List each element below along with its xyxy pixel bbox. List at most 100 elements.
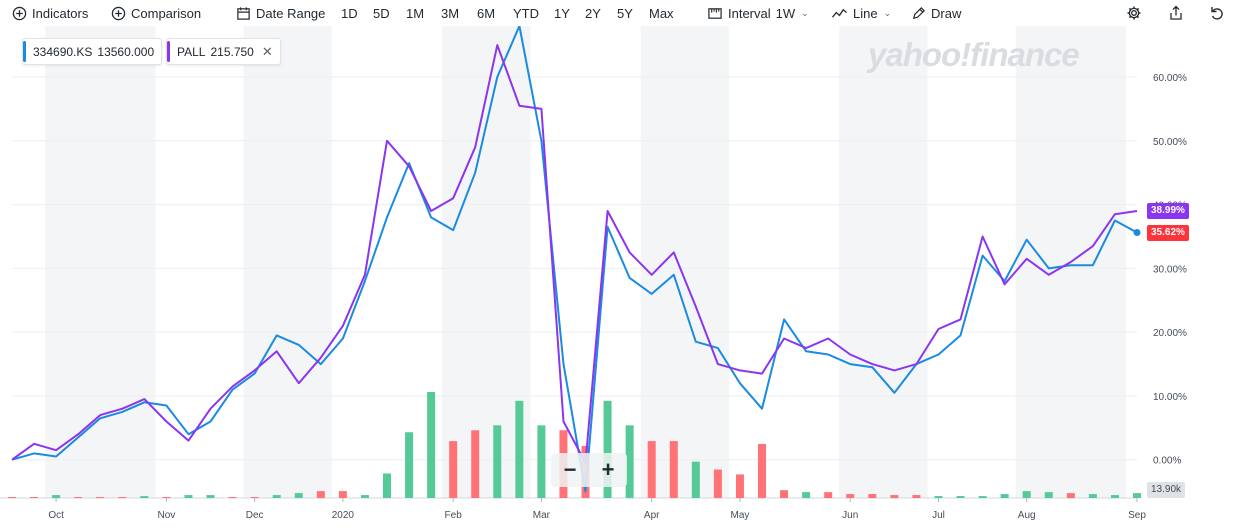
range-6m[interactable]: 6M <box>477 5 496 21</box>
calendar-icon <box>237 6 250 20</box>
legend-item-stock[interactable]: 334690.KS 13560.000 <box>22 38 163 65</box>
range-3m[interactable]: 3M <box>441 5 460 21</box>
volume-bar <box>890 495 899 498</box>
volume-bar <box>824 492 833 498</box>
volume-bar <box>383 473 391 498</box>
pencil-icon <box>912 6 925 19</box>
reset-button[interactable] <box>1209 4 1225 22</box>
volume-bar <box>338 491 347 498</box>
volume-bar <box>956 496 965 498</box>
y-tick-label: 60.00% <box>1153 73 1187 84</box>
y-tick-label: 0.00% <box>1153 456 1181 467</box>
volume-bar <box>360 495 369 498</box>
undo-icon <box>1211 7 1223 20</box>
zoom-in-button[interactable]: + <box>601 457 615 482</box>
interval-dropdown[interactable]: Interval 1W ⌄ <box>707 4 809 22</box>
zoom-controls: − + <box>551 453 627 487</box>
comparison-button[interactable]: Comparison <box>111 4 201 22</box>
volume-bar <box>846 494 855 498</box>
y-tick-label: 10.00% <box>1153 392 1187 403</box>
volume-bar <box>669 441 678 498</box>
x-tick-label: 2020 <box>332 510 355 521</box>
volume-bar <box>868 494 877 498</box>
range-ytd[interactable]: YTD <box>513 5 539 21</box>
month-band <box>243 26 332 498</box>
volume-bar <box>1088 494 1097 498</box>
volume-bar <box>912 495 921 498</box>
volume-bar <box>1022 491 1031 498</box>
x-tick-label: Feb <box>445 510 463 521</box>
x-tick-label: Sep <box>1128 510 1146 521</box>
volume-bar <box>250 497 259 498</box>
volume-bar <box>118 497 127 498</box>
volume-bar <box>758 444 766 498</box>
volume-bar <box>427 391 436 498</box>
range-1d[interactable]: 1D <box>341 5 358 21</box>
chart-area[interactable]: 0.00%10.00%20.00%30.00%40.00%50.00%60.00… <box>0 26 1237 528</box>
legend-value: 13560.000 <box>97 44 155 59</box>
x-tick-label: Apr <box>644 510 660 521</box>
range-5d[interactable]: 5D <box>373 5 390 21</box>
x-tick-label: Jul <box>932 510 945 521</box>
date-range-label: Date Range <box>256 5 326 21</box>
volume-bar <box>449 441 458 498</box>
legend-item-pall[interactable]: PALL 215.750 ✕ <box>166 38 281 65</box>
volume-bar <box>52 495 61 498</box>
legend-value: 215.750 <box>210 44 254 59</box>
share-icon <box>1170 5 1182 20</box>
volume-bar <box>206 495 215 498</box>
pall-series-line <box>11 44 1138 464</box>
yahoo-finance-logo: yahoo!finance <box>868 36 1080 73</box>
volume-bar <box>1066 493 1075 498</box>
x-tick-label: Mar <box>533 510 551 521</box>
volume-bar <box>184 495 193 498</box>
volume-tag: 13.90k <box>1147 482 1186 498</box>
volume-bar <box>228 497 237 498</box>
range-1y[interactable]: 1Y <box>554 5 570 21</box>
month-band <box>45 26 156 498</box>
chevron-down-icon: ⌄ <box>883 7 892 18</box>
settings-button[interactable] <box>1126 4 1142 22</box>
gear-icon <box>1127 6 1141 20</box>
range-2y[interactable]: 2Y <box>585 5 601 21</box>
zoom-out-button[interactable]: − <box>563 457 577 482</box>
plus-circle-icon <box>111 6 126 20</box>
indicators-button[interactable]: Indicators <box>12 4 88 22</box>
volume-bar <box>96 497 105 498</box>
volume-bar <box>713 469 722 498</box>
volume-bar <box>471 430 480 498</box>
range-1m[interactable]: 1M <box>406 5 425 21</box>
y-tick-label: 50.00% <box>1153 137 1187 148</box>
stock-series-line <box>11 26 1138 493</box>
volume-bar <box>625 425 634 498</box>
y-tick-label: 30.00% <box>1153 264 1187 275</box>
volume-bar <box>316 491 325 498</box>
x-tick-label: May <box>730 510 749 521</box>
volume-bar <box>272 495 281 498</box>
comparison-chart[interactable]: 0.00%10.00%20.00%30.00%40.00%50.00%60.00… <box>0 26 1237 528</box>
draw-button[interactable]: Draw <box>911 4 961 22</box>
chart-toolbar: Indicators Comparison Date Range 1D 5D 1… <box>0 0 1237 26</box>
date-range-button[interactable]: Date Range <box>236 4 325 22</box>
chart-type-dropdown[interactable]: Line ⌄ <box>831 4 891 22</box>
range-max[interactable]: Max <box>649 5 674 21</box>
volume-bar <box>405 432 414 498</box>
volume-bar <box>74 497 83 498</box>
interval-value: 1W <box>775 5 796 21</box>
legend-color-bar <box>167 41 170 62</box>
indicators-label: Indicators <box>32 5 89 21</box>
legend-symbol: 334690.KS <box>33 44 93 59</box>
legend-symbol: PALL <box>177 44 206 59</box>
stock-price-tag: 35.62% <box>1147 224 1189 241</box>
volume-bar <box>537 425 546 498</box>
volume-bar <box>515 400 524 498</box>
share-button[interactable] <box>1168 4 1184 22</box>
volume-bar <box>735 474 744 498</box>
plus-circle-icon <box>12 6 27 20</box>
month-band <box>839 26 928 498</box>
close-icon[interactable]: ✕ <box>261 43 273 59</box>
x-tick-label: Nov <box>158 510 176 521</box>
range-5y[interactable]: 5Y <box>617 5 633 21</box>
x-tick-label: Jun <box>842 510 858 521</box>
volume-bar <box>493 425 502 498</box>
